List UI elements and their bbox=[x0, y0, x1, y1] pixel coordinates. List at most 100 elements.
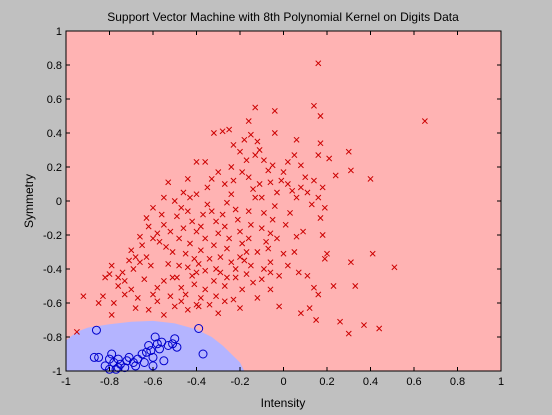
x-marker bbox=[282, 221, 289, 228]
x-marker bbox=[110, 300, 117, 306]
x-marker bbox=[169, 249, 176, 255]
x-marker bbox=[293, 233, 300, 240]
x-marker bbox=[260, 209, 267, 216]
x-tick-label: -0.8 bbox=[100, 376, 119, 388]
x-marker bbox=[250, 186, 257, 193]
x-marker bbox=[324, 250, 330, 257]
y-axis: -1 -0.8 -0.6 -0.4 -0.2 0 0.2 0.4 0.6 0.8 1 bbox=[43, 26, 501, 378]
x-marker bbox=[310, 177, 317, 184]
y-tick-label: 0.4 bbox=[47, 128, 62, 140]
x-marker bbox=[160, 311, 167, 318]
x-marker bbox=[243, 249, 250, 255]
circle-marker bbox=[194, 324, 204, 333]
x-marker bbox=[121, 291, 128, 298]
circle-marker bbox=[144, 341, 154, 350]
circle-marker bbox=[141, 347, 151, 357]
x-marker bbox=[221, 223, 228, 230]
x-marker bbox=[184, 264, 191, 271]
x-marker bbox=[287, 209, 293, 216]
x-marker bbox=[347, 259, 354, 266]
x-marker bbox=[160, 221, 167, 228]
x-marker bbox=[313, 317, 320, 323]
x-marker bbox=[187, 194, 193, 201]
chart-title: Support Vector Machine with 8th Polynomi… bbox=[107, 10, 459, 24]
y-tick-label: -1 bbox=[52, 366, 62, 378]
x-marker bbox=[100, 293, 106, 300]
x-marker bbox=[108, 311, 115, 318]
x-marker bbox=[315, 152, 322, 159]
x-marker bbox=[252, 194, 259, 201]
x-marker bbox=[143, 254, 150, 261]
x-marker bbox=[126, 257, 133, 264]
x-marker bbox=[145, 223, 152, 230]
x-marker bbox=[191, 255, 198, 262]
x-marker bbox=[293, 194, 300, 201]
x-marker bbox=[237, 305, 243, 312]
x-marker bbox=[136, 259, 143, 266]
x-marker bbox=[226, 235, 233, 242]
x-marker bbox=[178, 284, 185, 291]
x-marker bbox=[267, 230, 274, 237]
x-marker bbox=[317, 140, 324, 147]
x-marker bbox=[106, 271, 113, 278]
x-marker bbox=[210, 277, 217, 284]
x-marker bbox=[115, 283, 122, 289]
x-tick-label: -0.6 bbox=[144, 376, 163, 388]
x-marker bbox=[221, 181, 228, 187]
x-marker bbox=[258, 225, 265, 232]
x-marker bbox=[367, 175, 374, 182]
positive-class-region bbox=[66, 31, 501, 371]
x-marker bbox=[95, 300, 102, 306]
x-marker bbox=[241, 257, 248, 264]
circle-marker bbox=[139, 358, 149, 367]
x-marker bbox=[315, 60, 322, 67]
x-marker bbox=[337, 318, 344, 325]
x-marker bbox=[274, 189, 280, 196]
x-marker bbox=[167, 228, 174, 235]
x-marker bbox=[291, 152, 298, 159]
x-marker bbox=[163, 243, 170, 250]
x-marker bbox=[217, 269, 224, 276]
x-marker bbox=[254, 138, 261, 145]
x-marker bbox=[260, 266, 267, 272]
x-marker bbox=[243, 271, 250, 278]
x-marker bbox=[289, 187, 296, 194]
x-marker bbox=[176, 262, 183, 269]
x-marker bbox=[230, 141, 237, 148]
x-marker bbox=[171, 198, 178, 204]
x-marker bbox=[302, 174, 309, 181]
x-marker bbox=[308, 201, 315, 208]
x-marker bbox=[208, 175, 215, 182]
x-marker bbox=[232, 206, 239, 213]
x-marker bbox=[178, 298, 185, 305]
x-marker bbox=[202, 286, 209, 293]
x-marker bbox=[150, 235, 156, 242]
x-marker bbox=[234, 216, 241, 223]
x-marker bbox=[213, 218, 220, 225]
x-marker bbox=[269, 216, 276, 223]
x-marker bbox=[165, 179, 172, 186]
x-marker bbox=[252, 104, 259, 111]
x-marker bbox=[167, 293, 174, 300]
x-marker bbox=[228, 259, 235, 266]
circle-marker bbox=[91, 325, 101, 335]
x-marker bbox=[271, 130, 278, 136]
x-marker bbox=[215, 169, 222, 176]
x-marker bbox=[223, 245, 230, 252]
x-tick-label: 1 bbox=[498, 376, 504, 388]
x-marker bbox=[223, 199, 230, 206]
x-marker bbox=[180, 189, 187, 196]
x-marker bbox=[421, 118, 428, 125]
x-axis: -1 -0.8 -0.6 -0.4 -0.2 0 0.2 0.4 0.6 0.8 1 bbox=[61, 30, 504, 388]
x-marker bbox=[267, 259, 274, 266]
x-marker bbox=[132, 305, 139, 312]
x-marker bbox=[361, 322, 367, 329]
x-marker bbox=[200, 211, 206, 218]
x-marker bbox=[230, 177, 237, 184]
circle-marker bbox=[137, 349, 147, 359]
x-tick-label: 0 bbox=[280, 376, 286, 388]
x-marker bbox=[330, 283, 337, 289]
x-marker bbox=[256, 181, 263, 187]
x-marker bbox=[247, 131, 254, 138]
x-marker bbox=[215, 230, 222, 237]
